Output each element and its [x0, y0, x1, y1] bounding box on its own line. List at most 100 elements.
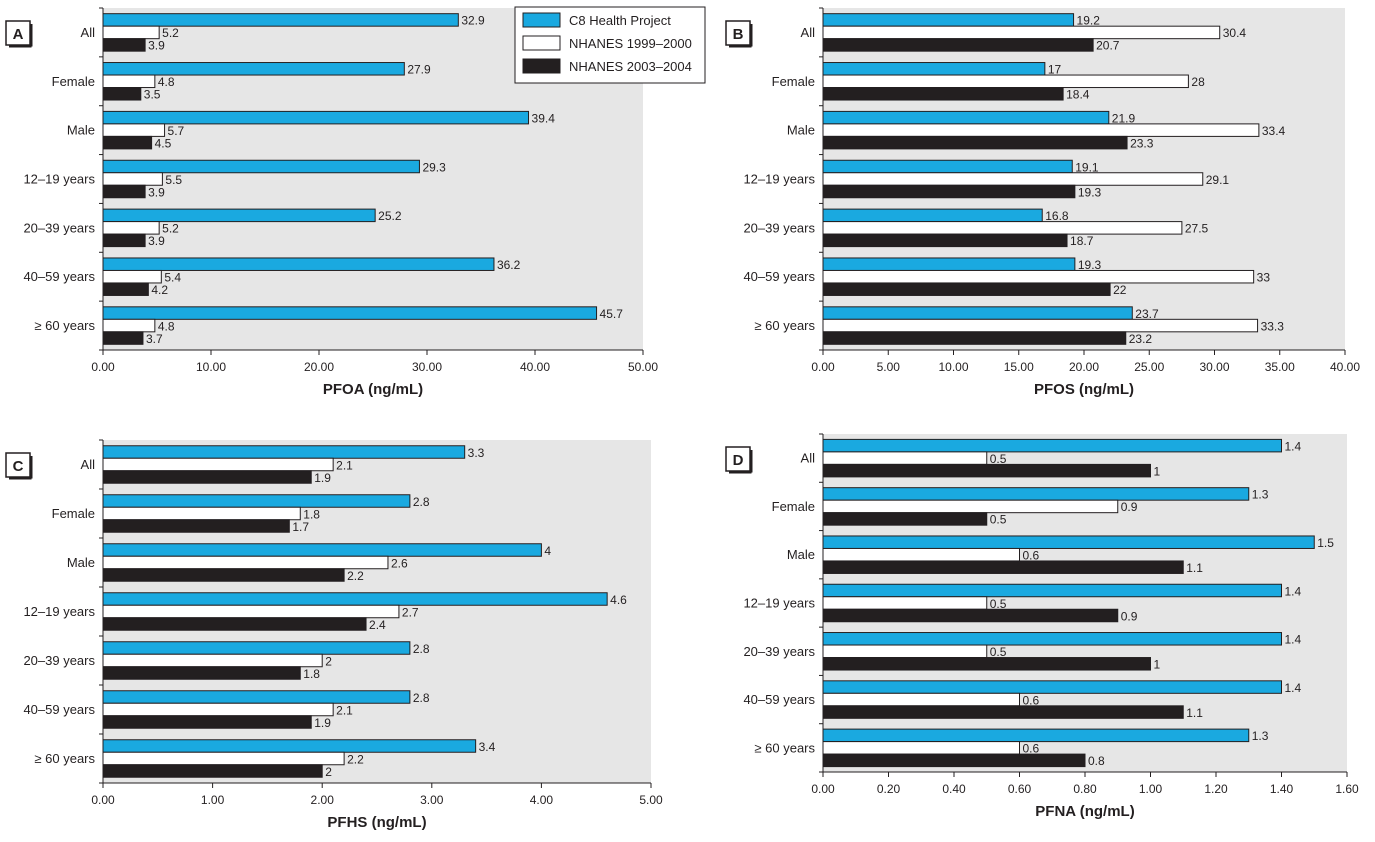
x-tick-label: 0.80 [1073, 782, 1097, 796]
category-label: ≥ 60 years [34, 318, 95, 333]
data-label: 18.7 [1070, 234, 1094, 248]
x-tick-label: 3.00 [420, 793, 444, 807]
bar [102, 306, 598, 320]
bar [822, 705, 1184, 719]
x-axis-title: PFNA (ng/mL) [1035, 803, 1134, 820]
bar [822, 499, 1119, 514]
x-tick-label: 30.00 [1199, 360, 1229, 374]
category-label: All [81, 25, 96, 40]
data-label: 4.6 [610, 593, 627, 607]
panel-letter-box [5, 20, 31, 46]
bar [822, 331, 1127, 345]
category-label: Male [67, 123, 95, 138]
data-label: 2.6 [391, 556, 408, 570]
legend-label: NHANES 2003–2004 [569, 59, 692, 74]
data-label: 1.4 [1285, 584, 1302, 598]
data-label: 2.8 [413, 642, 430, 656]
x-tick-label: 40.00 [520, 360, 550, 374]
bar [102, 764, 323, 778]
data-label: 0.5 [990, 452, 1007, 466]
bar [102, 221, 160, 235]
bar [822, 608, 1119, 623]
data-label: 1.4 [1285, 633, 1302, 647]
data-label: 3.7 [146, 332, 163, 346]
category-label: 40–59 years [743, 692, 815, 707]
bar [822, 13, 1075, 27]
x-tick-label: 1.00 [1139, 782, 1163, 796]
bar [102, 457, 334, 472]
legend-swatch [522, 35, 561, 51]
bar [102, 690, 411, 704]
bar [102, 715, 312, 729]
bar [822, 644, 988, 659]
category-label: 40–59 years [743, 269, 815, 284]
data-label: 23.3 [1130, 136, 1154, 150]
bar [822, 208, 1043, 223]
panel-letter: B [733, 26, 744, 43]
bar [822, 753, 1086, 768]
x-tick-label: 35.00 [1265, 360, 1295, 374]
data-label: 5.5 [165, 173, 182, 187]
bar [102, 617, 367, 631]
legend-swatch [522, 12, 561, 28]
data-label: 33 [1257, 270, 1271, 284]
bar [822, 62, 1046, 76]
data-label: 2.4 [369, 618, 386, 632]
data-label: 16.8 [1045, 209, 1069, 223]
category-label: 12–19 years [743, 172, 815, 187]
data-label: 4.2 [151, 283, 168, 297]
data-label: 0.6 [1023, 693, 1040, 707]
bar [822, 306, 1133, 320]
data-label: 33.4 [1262, 124, 1286, 138]
bar [822, 741, 1020, 755]
bar [822, 172, 1204, 186]
data-label: 19.3 [1078, 185, 1102, 199]
data-label: 3.3 [468, 446, 485, 460]
data-label: 1.4 [1285, 681, 1302, 695]
data-label: 5.4 [164, 270, 181, 284]
x-tick-label: 0.00 [91, 793, 115, 807]
panel-letter-box [725, 446, 751, 472]
bar [102, 519, 290, 533]
bar [822, 123, 1260, 137]
data-label: 39.4 [532, 111, 556, 125]
x-tick-label: 1.40 [1270, 782, 1294, 796]
data-label: 2.7 [402, 605, 419, 619]
bar [822, 135, 1128, 150]
x-tick-label: 5.00 [877, 360, 901, 374]
category-label: Female [772, 499, 815, 514]
panel-letter-box [725, 20, 751, 46]
panel-d: D All 1.4 0.5 1 Female 1.3 0.9 0.5 Male 1.5 0.6 1.1 1… [725, 433, 1359, 820]
legend-swatch [522, 58, 561, 74]
panel-letter: C [13, 458, 24, 475]
bar [822, 451, 988, 465]
category-label: 12–19 years [23, 172, 95, 187]
data-label: 2 [325, 654, 332, 668]
data-label: 28 [1191, 75, 1205, 89]
data-label: 4.5 [155, 136, 172, 150]
data-label: 1.9 [314, 716, 331, 730]
bar [822, 269, 1255, 284]
data-label: 3.4 [479, 740, 496, 754]
category-label: Male [67, 555, 95, 570]
x-tick-label: 40.00 [1330, 360, 1360, 374]
x-tick-label: 0.00 [811, 360, 835, 374]
x-tick-label: 20.00 [304, 360, 334, 374]
bar [822, 438, 1282, 453]
data-label: 1.1 [1186, 706, 1203, 720]
bar [102, 494, 411, 508]
bar [822, 512, 988, 526]
bar [822, 463, 1151, 478]
data-label: 0.8 [1088, 754, 1105, 768]
x-tick-label: 4.00 [530, 793, 554, 807]
bar [822, 596, 988, 610]
data-label: 32.9 [461, 14, 485, 28]
data-label: 19.2 [1077, 14, 1101, 28]
bar [102, 38, 146, 52]
bar [102, 159, 420, 174]
data-label: 1.7 [292, 520, 309, 534]
data-label: 1 [1154, 464, 1161, 478]
data-label: 1.8 [303, 507, 320, 521]
